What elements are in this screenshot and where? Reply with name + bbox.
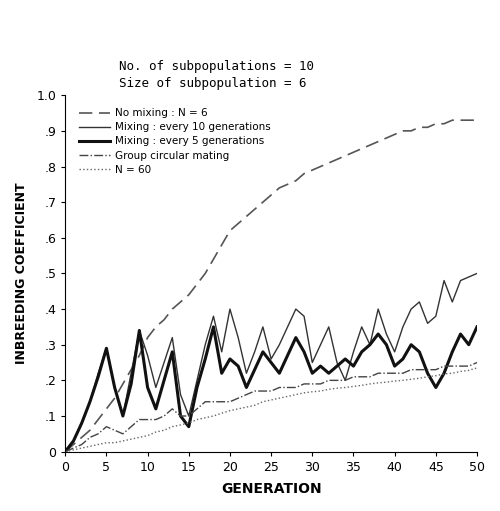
Group circular mating <box>153 416 159 423</box>
Group circular mating <box>474 359 480 365</box>
N = 60 <box>153 429 159 435</box>
Group circular mating <box>62 449 68 455</box>
Mixing : every 5 generations: (16, 0.18): every 5 generations: (16, 0.18) <box>194 384 200 390</box>
Mixing : every 5 generations: (50, 0.35): every 5 generations: (50, 0.35) <box>474 324 480 330</box>
Text: No. of subpopulations = 10: No. of subpopulations = 10 <box>119 60 314 73</box>
No mixing : N = 6: (15, 0.44): N = 6: (15, 0.44) <box>186 292 192 298</box>
No mixing : N = 6: (11, 0.35): N = 6: (11, 0.35) <box>153 324 159 330</box>
N = 60 <box>62 449 68 455</box>
N = 60 <box>358 382 364 388</box>
Line: No mixing : N = 6: No mixing : N = 6 <box>65 120 477 452</box>
Mixing : every 5 generations: (18, 0.35): every 5 generations: (18, 0.35) <box>210 324 216 330</box>
No mixing : N = 6: (0, 0): N = 6: (0, 0) <box>62 449 68 455</box>
N = 60 <box>186 420 192 426</box>
Mixing : every 5 generations: (11, 0.12): every 5 generations: (11, 0.12) <box>153 406 159 412</box>
No mixing : N = 6: (49, 0.93): N = 6: (49, 0.93) <box>466 117 472 123</box>
Group circular mating <box>466 363 472 369</box>
Mixing : every 5 generations: (15, 0.07): every 5 generations: (15, 0.07) <box>186 424 192 430</box>
Line: Mixing : every 5 generations: Mixing : every 5 generations <box>65 327 477 452</box>
No mixing : N = 6: (16, 0.47): N = 6: (16, 0.47) <box>194 281 200 287</box>
Mixing : every 10 generations: (11, 0.18): every 10 generations: (11, 0.18) <box>153 384 159 390</box>
N = 60 <box>334 385 340 391</box>
Group circular mating <box>358 374 364 380</box>
Legend: No mixing : N = 6, Mixing : every 10 generations, Mixing : every 5 generations, : No mixing : N = 6, Mixing : every 10 gen… <box>74 104 275 179</box>
No mixing : N = 6: (47, 0.93): N = 6: (47, 0.93) <box>450 117 456 123</box>
Mixing : every 10 generations: (33, 0.25): every 10 generations: (33, 0.25) <box>334 359 340 365</box>
Line: Group circular mating: Group circular mating <box>65 362 477 452</box>
Mixing : every 10 generations: (49, 0.49): every 10 generations: (49, 0.49) <box>466 274 472 280</box>
Mixing : every 10 generations: (50, 0.5): every 10 generations: (50, 0.5) <box>474 270 480 276</box>
N = 60 <box>466 367 472 374</box>
N = 60 <box>194 416 200 423</box>
Mixing : every 5 generations: (34, 0.26): every 5 generations: (34, 0.26) <box>342 356 348 362</box>
X-axis label: GENERATION: GENERATION <box>221 482 322 496</box>
Mixing : every 10 generations: (0, 0): every 10 generations: (0, 0) <box>62 449 68 455</box>
Mixing : every 5 generations: (37, 0.3): every 5 generations: (37, 0.3) <box>367 342 373 348</box>
Mixing : every 10 generations: (36, 0.35): every 10 generations: (36, 0.35) <box>358 324 364 330</box>
Text: Size of subpopulation = 6: Size of subpopulation = 6 <box>119 77 306 90</box>
Line: N = 60: N = 60 <box>65 368 477 452</box>
Y-axis label: INBREEDING COEFFICIENT: INBREEDING COEFFICIENT <box>15 182 28 364</box>
No mixing : N = 6: (33, 0.82): N = 6: (33, 0.82) <box>334 156 340 162</box>
Mixing : every 5 generations: (49, 0.3): every 5 generations: (49, 0.3) <box>466 342 472 348</box>
Line: Mixing : every 10 generations: Mixing : every 10 generations <box>65 273 477 452</box>
No mixing : N = 6: (50, 0.93): N = 6: (50, 0.93) <box>474 117 480 123</box>
N = 60 <box>474 365 480 371</box>
Group circular mating <box>186 413 192 419</box>
Group circular mating <box>334 377 340 383</box>
Mixing : every 10 generations: (16, 0.2): every 10 generations: (16, 0.2) <box>194 377 200 383</box>
Mixing : every 10 generations: (15, 0.1): every 10 generations: (15, 0.1) <box>186 413 192 419</box>
No mixing : N = 6: (36, 0.85): N = 6: (36, 0.85) <box>358 146 364 152</box>
Group circular mating <box>194 406 200 412</box>
Mixing : every 5 generations: (0, 0): every 5 generations: (0, 0) <box>62 449 68 455</box>
